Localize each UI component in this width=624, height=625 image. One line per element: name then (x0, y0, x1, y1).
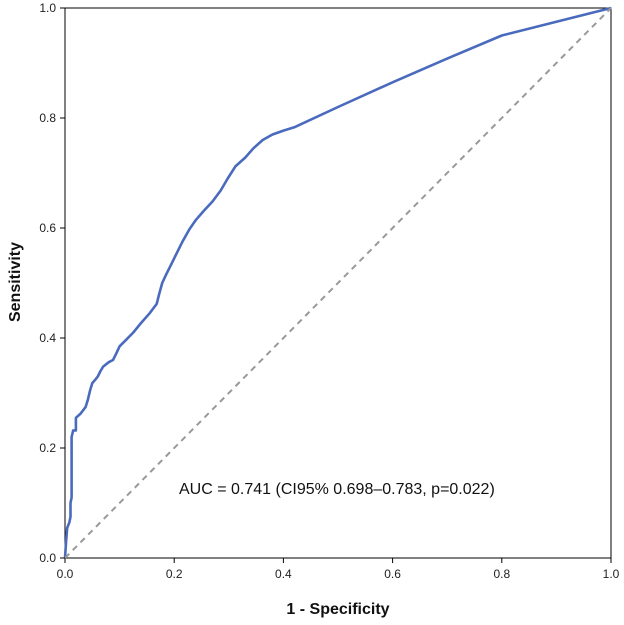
y-axis-ticks: 0.0 0.2 0.4 0.6 0.8 1.0 (39, 1, 65, 565)
x-tick-label: 0.0 (57, 567, 74, 581)
y-tick-label: 0.0 (39, 551, 56, 565)
x-tick-label: 1.0 (603, 567, 620, 581)
y-tick-label: 0.8 (39, 111, 56, 125)
x-axis-title: 1 - Specificity (286, 601, 389, 618)
y-tick-label: 0.2 (39, 441, 56, 455)
roc-curve-line (63, 6, 612, 559)
plot-area (63, 6, 612, 559)
y-axis-title: Sensitivity (7, 242, 24, 322)
reference-diagonal-line (64, 7, 612, 559)
auc-annotation: AUC = 0.741 (CI95% 0.698–0.783, p=0.022) (179, 481, 495, 498)
x-axis-ticks: 0.0 0.2 0.4 0.6 0.8 1.0 (57, 558, 620, 581)
y-tick-label: 0.4 (39, 331, 56, 345)
plot-frame (64, 7, 612, 559)
x-tick-label: 0.6 (384, 567, 401, 581)
y-tick-label: 0.6 (39, 221, 56, 235)
y-tick-label: 1.0 (39, 1, 56, 15)
x-tick-label: 0.8 (493, 567, 510, 581)
x-tick-label: 0.4 (275, 567, 292, 581)
x-tick-label: 0.2 (166, 567, 183, 581)
